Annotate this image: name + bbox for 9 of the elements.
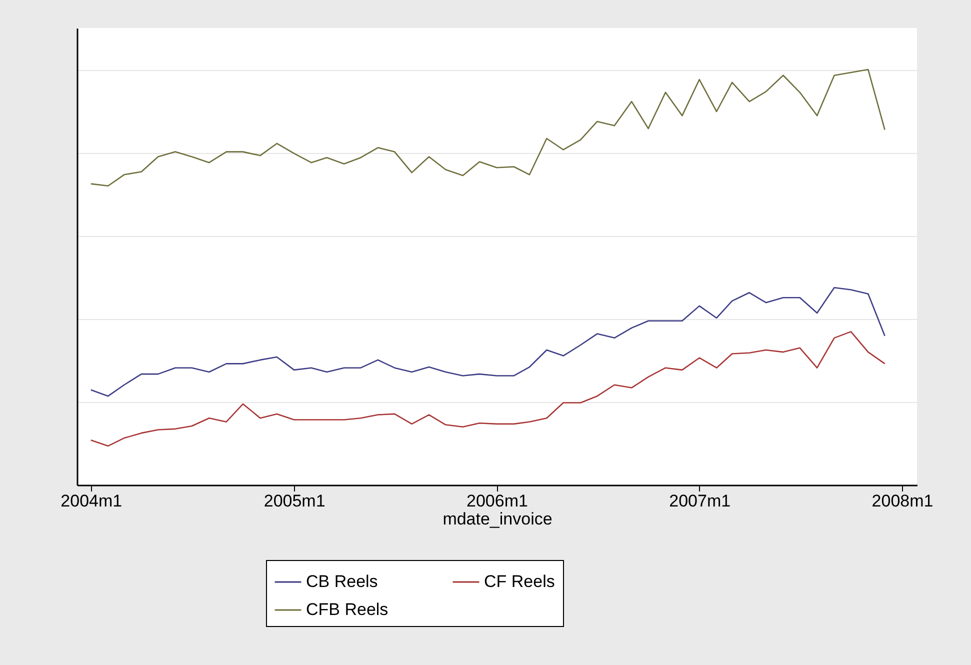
x-tick-label: 2008m1 (872, 492, 934, 510)
x-tick-label: 2006m1 (466, 492, 528, 510)
legend-label: CFB Reels (306, 600, 388, 619)
x-tick-label: 2004m1 (60, 492, 122, 510)
legend-label: CF Reels (484, 572, 555, 591)
x-tick-label: 2005m1 (264, 492, 326, 510)
x-tick-label: 2007m1 (669, 492, 731, 510)
x-axis-title: mdate_invoice (442, 510, 552, 528)
legend-label: CB Reels (306, 572, 378, 591)
